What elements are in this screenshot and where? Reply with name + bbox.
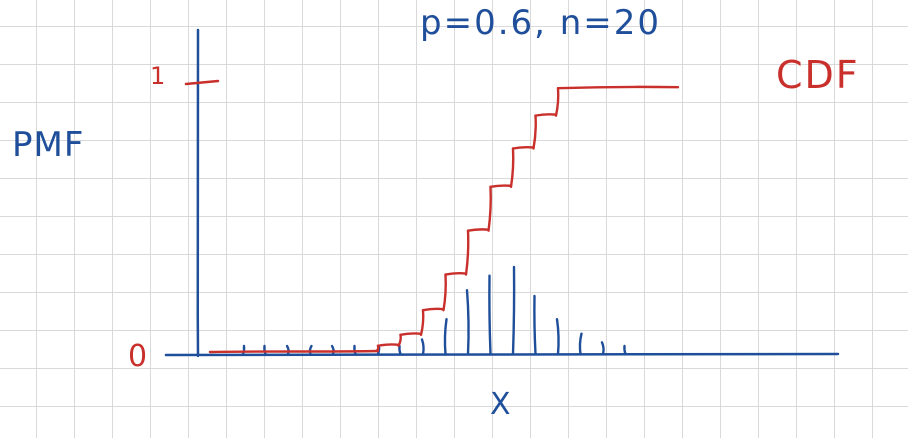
- cdf-step: [534, 113, 558, 117]
- pmf-stem: [353, 344, 357, 356]
- pmf-stem: [443, 318, 448, 356]
- pmf-stem: [533, 294, 537, 356]
- pmf-stem: [578, 332, 583, 356]
- cdf-step: [397, 333, 402, 347]
- cdf-step: [421, 307, 445, 312]
- axes: [164, 28, 840, 358]
- pmf-stem: [623, 344, 627, 356]
- pmf-stem: [511, 265, 516, 356]
- cdf-label: CDF: [776, 53, 860, 97]
- pmf-stem: [465, 289, 470, 356]
- cdf-step: [556, 85, 680, 90]
- cdf-step: [554, 87, 560, 117]
- y-axis-line: [196, 28, 200, 358]
- cdf-step: [442, 273, 447, 312]
- x-axis-line: [164, 352, 840, 357]
- pmf-stem: [488, 274, 492, 356]
- pmf-stems: [241, 265, 627, 356]
- pmf-stem: [398, 344, 402, 356]
- pmf-stem: [308, 344, 313, 356]
- cdf-step: [532, 114, 537, 150]
- y-tick-one-mark: [184, 79, 220, 86]
- cdf-step: [489, 184, 513, 189]
- pmf-stem: [330, 344, 335, 356]
- pmf-stem: [420, 338, 425, 356]
- cdf-step-curve: [208, 85, 680, 354]
- pmf-stem: [555, 318, 560, 356]
- pmf-stem: [600, 341, 605, 356]
- cdf-step: [487, 185, 492, 232]
- y-tick-one: 1: [150, 62, 166, 90]
- y-tick-zero: 0: [128, 339, 148, 374]
- cdf-step: [511, 145, 535, 150]
- pmf-stem: [263, 344, 267, 356]
- cdf-step: [466, 228, 490, 232]
- cdf-step: [208, 349, 380, 354]
- cdf-step: [444, 272, 468, 276]
- pmf-label: PMF: [12, 125, 85, 165]
- pmf-stem: [241, 344, 246, 356]
- x-axis-label: X: [490, 387, 511, 422]
- cdf-step: [399, 332, 423, 337]
- cdf-step: [376, 343, 400, 347]
- cdf-step: [419, 308, 425, 337]
- cdf-step: [509, 147, 515, 189]
- pmf-stem: [285, 344, 290, 356]
- chart-title: p=0.6, n=20: [420, 3, 662, 43]
- cdf-step: [464, 229, 470, 276]
